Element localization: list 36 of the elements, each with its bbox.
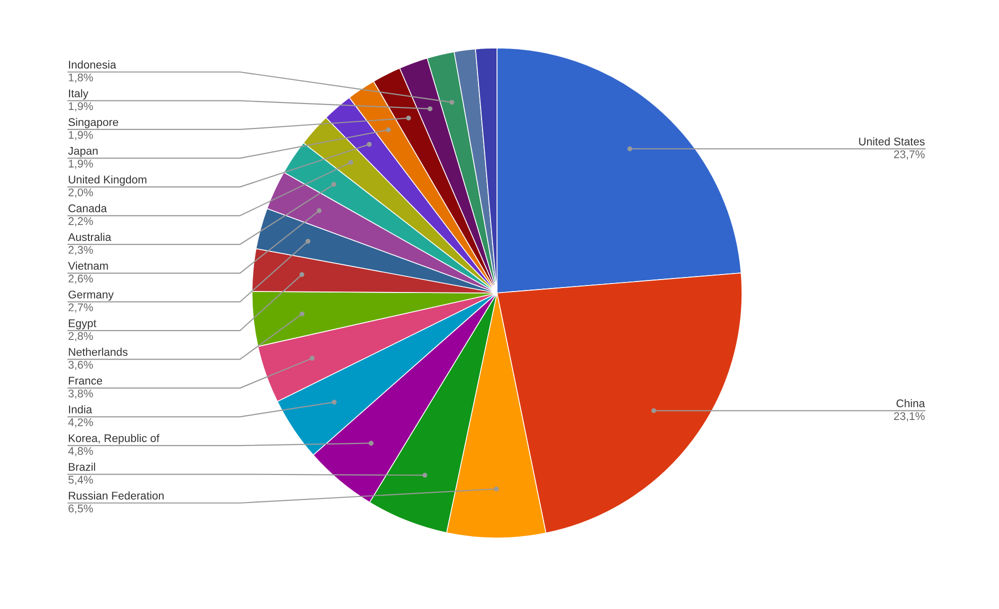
data-label: 1,9% — [68, 130, 93, 140]
slice-label: Brazil — [68, 462, 96, 471]
data-label: 3,8% — [68, 390, 93, 399]
slice-label: Italy — [69, 89, 88, 100]
slice-label: United Kingdom — [68, 175, 146, 186]
slice-label: United States — [859, 137, 925, 146]
data-label: 23,1% — [894, 412, 925, 422]
slice-label: Japan — [68, 147, 98, 157]
slice-label: China — [896, 399, 925, 408]
slice-label: Indonesia — [69, 60, 116, 69]
data-label: 2,2% — [68, 217, 93, 226]
data-label: 4,2% — [68, 418, 93, 428]
data-label: 6,5% — [68, 504, 93, 514]
data-label: 1,8% — [68, 74, 93, 83]
slice-label: Germany — [68, 290, 114, 301]
data-label: 4,8% — [68, 447, 93, 456]
data-label: 1,9% — [68, 160, 93, 169]
slice-label: India — [69, 405, 92, 414]
slice-label: Russian Federation — [68, 491, 164, 500]
data-label: 2,3% — [68, 246, 93, 256]
slice-label: Australia — [68, 232, 112, 241]
slice-label: Korea, Republic of — [68, 434, 160, 444]
data-label: 3,6% — [68, 360, 93, 370]
slice-label: Singapore — [68, 118, 118, 128]
data-label: 2,0% — [68, 188, 93, 198]
data-label: 2,6% — [68, 274, 93, 284]
data-label: 5,4% — [68, 476, 93, 485]
data-label: 2,7% — [68, 303, 93, 313]
slice-label: France — [68, 376, 102, 385]
slice-label: Canada — [68, 204, 107, 212]
data-label: 2,8% — [68, 332, 93, 342]
slice-label: Vietnam — [68, 262, 108, 270]
slice-label: Egypt — [68, 319, 96, 330]
slice-label: Netherlands — [68, 348, 128, 356]
data-label: 1,9% — [68, 102, 93, 112]
data-label: 23,7% — [894, 150, 925, 160]
